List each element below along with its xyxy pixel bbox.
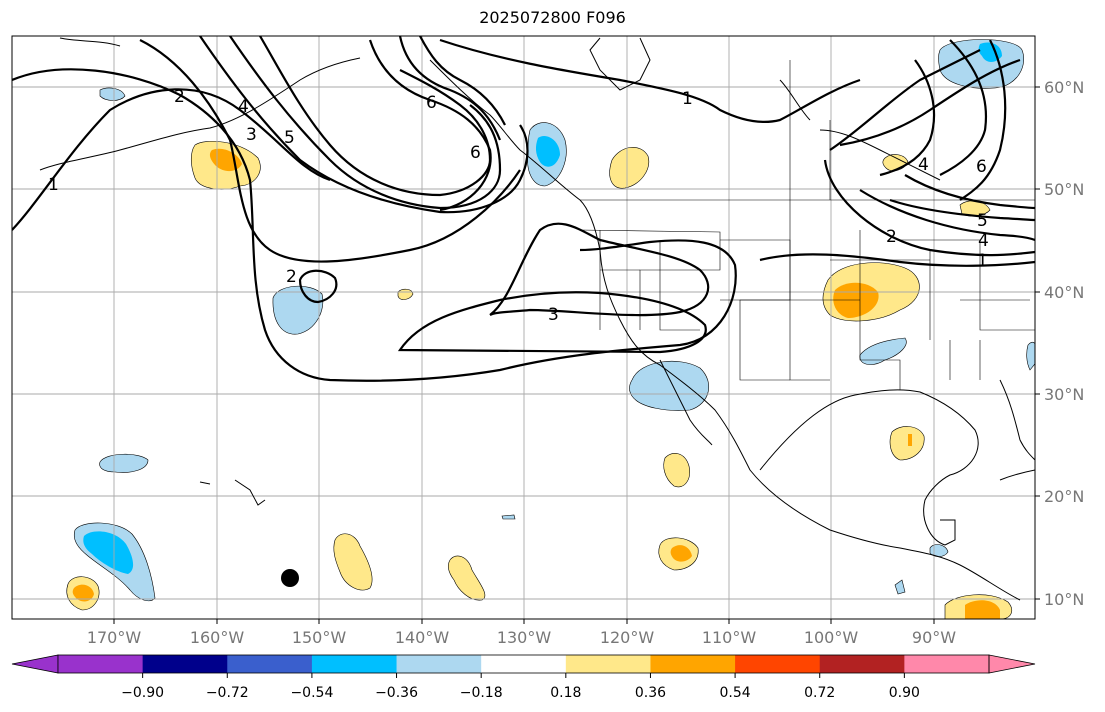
colorbar-tick-label: −0.36 [375, 685, 418, 701]
contour-label: 1 [682, 89, 693, 109]
colorbar-swatch [650, 655, 736, 673]
colorbar-swatch [142, 655, 228, 673]
colorbar-tick-label: 0.90 [889, 685, 920, 701]
colorbar-swatch [227, 655, 313, 673]
lon-label: 110°W [702, 628, 757, 647]
anomaly-positive-core [670, 545, 692, 562]
colorbar-swatch [819, 655, 905, 673]
anomaly-positive [889, 426, 925, 461]
colorbar-tick-label: 0.54 [720, 685, 751, 701]
colorbar-tick-label: 0.72 [804, 685, 835, 701]
colorbar-tick-labels: −0.90 −0.72 −0.54 −0.36 −0.18 0.18 0.36 0.54 0.7… [121, 673, 920, 701]
contour-label: 2 [886, 227, 897, 247]
colorbar-swatch [58, 655, 144, 673]
anomaly-negative [894, 579, 906, 595]
contour-label: 3 [548, 305, 559, 325]
contour-label: 2 [286, 267, 297, 287]
colorbar [11, 654, 1036, 674]
anomaly-negative [1026, 341, 1035, 371]
anomaly-negative [859, 337, 907, 365]
colorbar-swatch [481, 655, 567, 673]
anomaly-positive-core [965, 600, 1000, 619]
anomaly-positive-core [908, 434, 912, 446]
contour-label: 4 [978, 231, 989, 251]
contour-label: 5 [977, 211, 988, 231]
graticule [12, 36, 1035, 619]
state-borders [579, 60, 1035, 390]
colorbar-swatch [396, 655, 482, 673]
anomaly-negative [99, 87, 126, 101]
lon-label: 120°W [600, 628, 655, 647]
contour-label: 3 [246, 125, 257, 145]
shaded-anomalies [66, 39, 1035, 619]
anomaly-positive [333, 533, 373, 591]
lon-label: 90°W [912, 628, 956, 647]
colorbar-tick-label: 0.18 [550, 685, 581, 701]
latitude-labels: 60°N 50°N 40°N 30°N 20°N 10°N [1044, 78, 1084, 609]
lat-label: 30°N [1044, 385, 1084, 404]
colorbar-tick-label: −0.72 [206, 685, 249, 701]
lat-ticks [1035, 86, 1040, 600]
anomaly-positive [882, 154, 909, 172]
colorbar-swatch [904, 655, 990, 673]
anomaly-positive [663, 453, 690, 488]
anomaly-positive-core [833, 282, 879, 318]
lat-label: 20°N [1044, 487, 1084, 506]
lat-label: 60°N [1044, 78, 1084, 97]
map-frame [11, 35, 1036, 620]
contour-label: 4 [918, 155, 929, 175]
lon-label: 140°W [395, 628, 450, 647]
colorbar-tick-label: −0.90 [121, 685, 164, 701]
colorbar-swatch [565, 655, 651, 673]
station-dot [281, 569, 299, 587]
lat-label: 10°N [1044, 590, 1084, 609]
anomaly-negative [501, 514, 516, 520]
contour-lines [12, 36, 1035, 382]
lon-label: 170°W [87, 628, 142, 647]
contour-label: 5 [284, 128, 295, 148]
anomaly-positive-core [72, 584, 94, 602]
contour-label: 2 [174, 87, 185, 107]
longitude-labels: 170°W 160°W 150°W 140°W 130°W 120°W 110°… [87, 628, 956, 647]
lat-label: 40°N [1044, 283, 1084, 302]
lat-label: 50°N [1044, 180, 1084, 199]
colorbar-tick-label: −0.54 [290, 685, 333, 701]
contour-label: 4 [238, 97, 249, 117]
coastlines [39, 37, 1035, 601]
contour-label: 6 [426, 93, 437, 113]
colorbar-outline [57, 654, 990, 674]
contour-label: 1 [977, 251, 988, 271]
colorbar-extend-low [11, 654, 59, 674]
contour-value-labels: 1 2 3 4 5 6 2 3 6 1 1 2 4 6 5 4 [48, 87, 989, 325]
anomaly-negative [99, 453, 149, 473]
colorbar-tick-label: −0.18 [460, 685, 503, 701]
colorbar-tick-label: 0.36 [635, 685, 666, 701]
anomaly-negative-core [83, 531, 134, 574]
colorbar-swatch [735, 655, 821, 673]
lon-label: 130°W [497, 628, 552, 647]
lon-label: 160°W [190, 628, 245, 647]
colorbar-swatch [311, 655, 398, 673]
colorbar-extend-high [988, 654, 1036, 674]
anomaly-negative [629, 360, 709, 411]
lon-label: 150°W [292, 628, 347, 647]
anomaly-negative-core [535, 135, 560, 167]
anomaly-positive [397, 288, 414, 300]
contour-label: 6 [470, 143, 481, 163]
anomaly-positive [448, 555, 486, 601]
lon-label: 100°W [804, 628, 859, 647]
map-title: 2025072800 F096 [479, 8, 626, 27]
anomaly-positive [609, 147, 650, 189]
contour-label: 6 [976, 157, 987, 177]
anomaly-negative [272, 285, 324, 335]
contour-label: 1 [48, 175, 59, 195]
lon-ticks [113, 619, 935, 624]
